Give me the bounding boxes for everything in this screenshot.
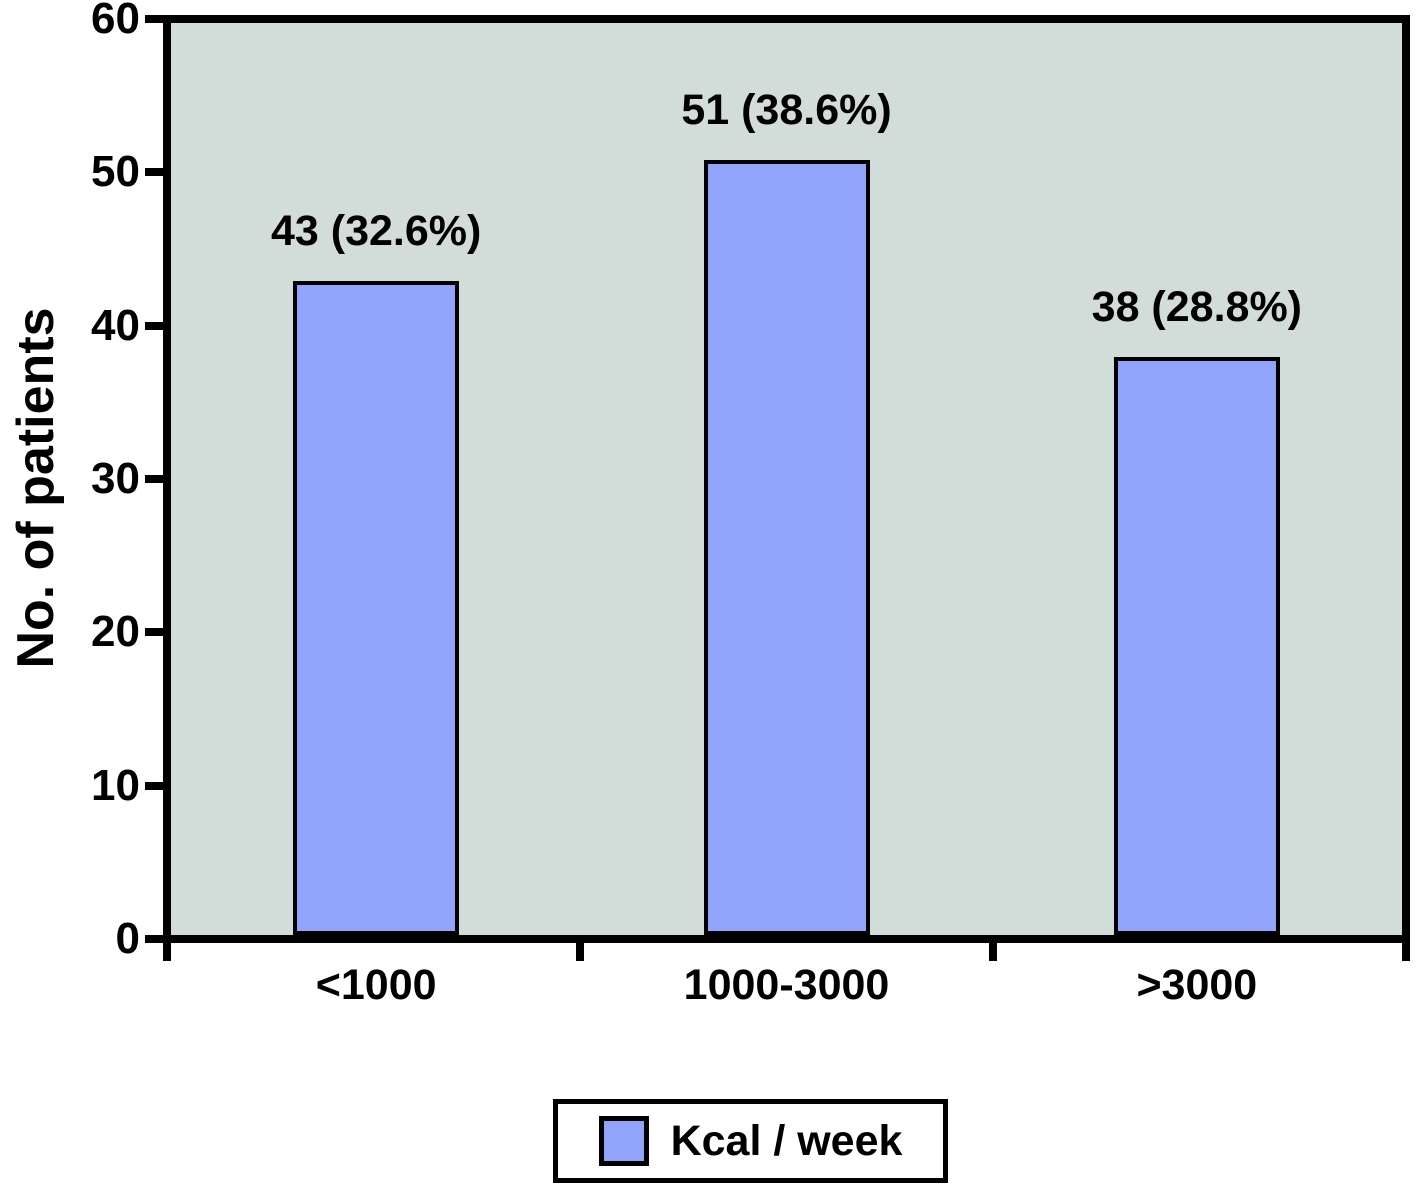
y-axis-tick-label: 0 (115, 914, 140, 963)
y-axis-tick-label: 40 (91, 300, 140, 350)
legend-label: Kcal / week (670, 1116, 903, 1165)
legend: Kcal / week (553, 1099, 948, 1183)
y-axis-tick (145, 475, 163, 483)
y-axis-tick-label: 10 (91, 760, 140, 810)
y-axis-tick (145, 321, 163, 330)
x-axis-category-label: 1000-3000 (683, 961, 890, 1009)
bar-value-label: 38 (28.8%) (1091, 283, 1302, 332)
x-axis-category-label: <1000 (315, 961, 437, 1009)
bar-<1000 (293, 281, 460, 935)
x-axis-tick (989, 943, 997, 961)
y-axis-tick (145, 781, 163, 790)
y-axis-tick (145, 935, 163, 943)
y-axis-tick-label: 20 (91, 607, 140, 657)
x-axis-tick (576, 943, 584, 961)
x-axis-tick (163, 943, 171, 961)
y-axis-tick (145, 15, 163, 23)
y-axis-tick (145, 628, 163, 637)
y-axis-tick (145, 168, 163, 177)
y-axis-tick-label: 30 (91, 454, 140, 503)
bar-value-label: 43 (32.6%) (270, 207, 482, 256)
y-axis-tick-label: 60 (91, 0, 140, 43)
bar->3000 (1113, 357, 1280, 935)
x-axis-category-label: >3000 (1136, 961, 1258, 1009)
x-axis-tick (1402, 943, 1410, 961)
legend-swatch-icon (598, 1116, 649, 1166)
y-axis-tick-label: 50 (91, 147, 140, 197)
bar-1000-3000 (703, 159, 870, 935)
bar-value-label: 51 (38.6%) (681, 85, 892, 134)
